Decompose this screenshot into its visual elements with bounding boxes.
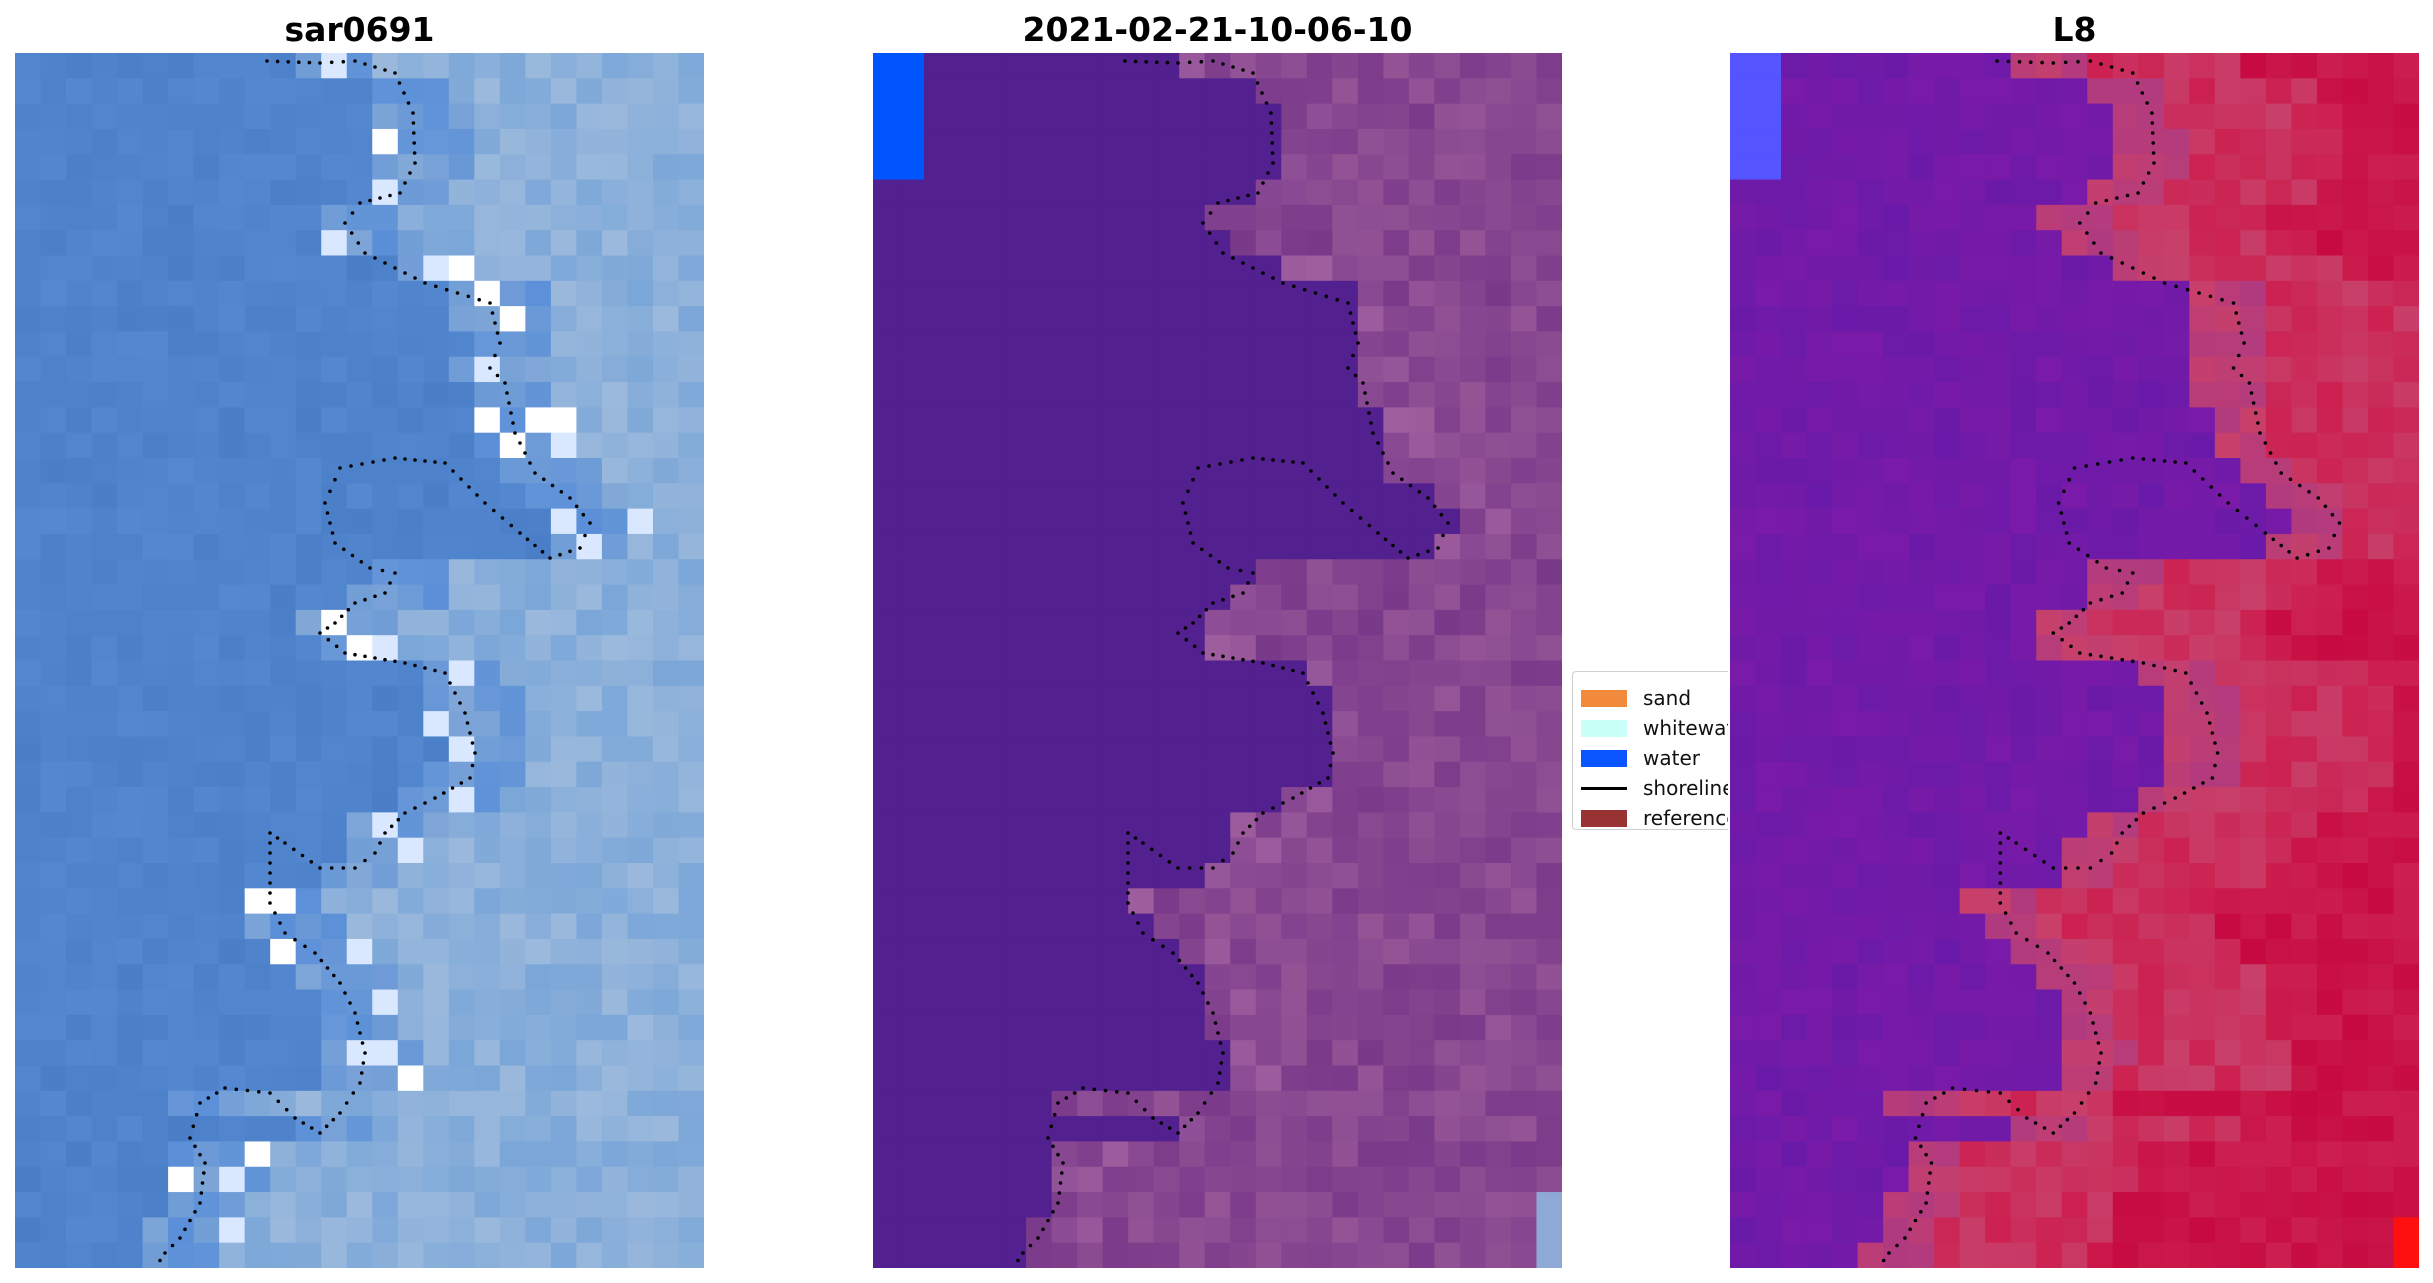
panel-title-index: L8	[2052, 10, 2097, 49]
rgb-image	[15, 53, 704, 1268]
panel-title-classified: 2021-02-21-10-06-10	[1022, 10, 1413, 49]
index-image-panel	[1730, 53, 2419, 1268]
index-image	[1730, 53, 2419, 1268]
legend-item-sand: sand	[1581, 686, 1692, 710]
rgb-shoreline	[158, 59, 592, 1263]
shoreline-swatch	[1581, 786, 1627, 790]
reference-swatch	[1581, 809, 1627, 827]
classified-image-panel	[873, 53, 1562, 1268]
legend-label-sand: sand	[1643, 686, 1692, 710]
legend-label-water: water	[1643, 746, 1700, 770]
classified-pixels	[873, 53, 1562, 1268]
legend-label-whitewater: whitewater	[1643, 716, 1728, 740]
classified-image	[873, 53, 1562, 1268]
index-shoreline	[1881, 59, 2342, 1263]
sand-swatch	[1581, 689, 1627, 707]
legend-label-shoreline: shoreline	[1643, 776, 1728, 800]
classified-shoreline	[1016, 59, 1450, 1263]
water-swatch	[1581, 749, 1627, 767]
panel-title-rgb: sar0691	[284, 10, 435, 49]
whitewater-swatch	[1581, 719, 1627, 737]
rgb-pixels	[15, 53, 704, 1268]
index-pixels	[1730, 53, 2419, 1268]
rgb-image-panel	[15, 53, 704, 1268]
legend-item-shoreline: shoreline	[1581, 776, 1728, 800]
legend: sand whitewater water shoreline referenc…	[1572, 671, 1728, 830]
legend-label-reference: reference	[1643, 806, 1728, 830]
legend-item-reference: reference	[1581, 806, 1728, 830]
legend-item-whitewater: whitewater	[1581, 716, 1728, 740]
legend-item-water: water	[1581, 746, 1700, 770]
